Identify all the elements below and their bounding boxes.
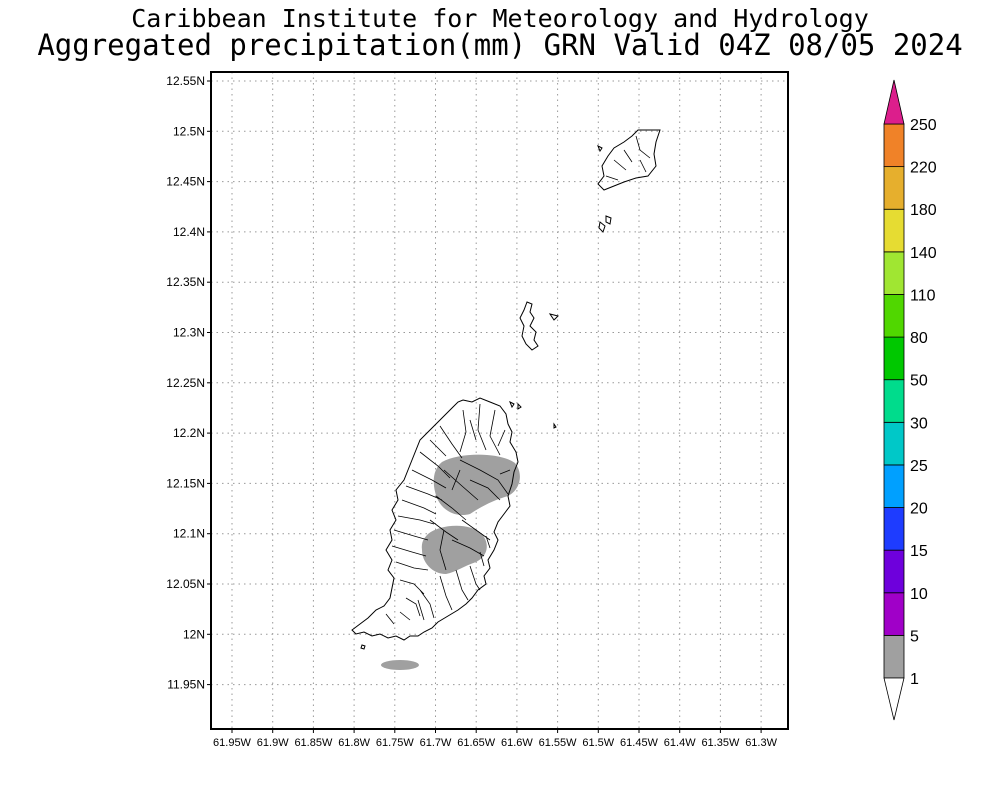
- lat-tick-label: 11.95N: [167, 678, 205, 692]
- lat-tick-label: 12.35N: [166, 275, 205, 289]
- lon-tick-label: 61.65W: [457, 737, 496, 749]
- colorbar-label: 180: [910, 202, 937, 219]
- lat-tick-label: 12.4N: [173, 225, 205, 239]
- carriacou-coastline: [519, 301, 559, 351]
- lon-tick-label: 61.45W: [620, 737, 659, 749]
- lat-tick-label: 12N: [183, 627, 205, 641]
- colorbar-segment: [883, 123, 905, 168]
- islet-southwest: [360, 644, 366, 650]
- watershed-lines: [385, 403, 511, 625]
- colorbar-segment: [883, 507, 905, 551]
- colorbar-segment: [883, 421, 905, 466]
- colorbar-min-arrow: [883, 677, 905, 721]
- colorbar-label: 20: [910, 501, 928, 518]
- colorbar-label: 50: [910, 373, 928, 390]
- lon-tick-label: 61.4W: [664, 737, 696, 749]
- lat-tick-label: 12.45N: [166, 175, 205, 189]
- precip-area-north: [433, 454, 520, 516]
- colorbar-label: 15: [910, 543, 928, 560]
- islet-east: [509, 400, 557, 429]
- colorbar-segment: [883, 336, 905, 381]
- colorbar-segment: [883, 464, 905, 508]
- lon-tick-label: 61.8W: [338, 737, 370, 749]
- product-title: Aggregated precipitation(mm) GRN Valid 0…: [37, 28, 963, 62]
- lat-tick-label: 12.55N: [166, 74, 205, 88]
- precipitation-shading: [381, 454, 520, 670]
- lon-tick-label: 61.7W: [420, 737, 452, 749]
- colorbar-segment: [883, 379, 905, 423]
- colorbar-label: 25: [910, 458, 928, 475]
- lat-tick-label: 12.3N: [173, 326, 205, 340]
- colorbar-label: 110: [910, 287, 936, 304]
- colorbar-label: 10: [910, 586, 928, 603]
- grenada-coastline: [351, 397, 519, 641]
- coastlines: [351, 129, 661, 650]
- lon-tick-label: 61.55W: [539, 737, 578, 749]
- colorbar-segment: [883, 208, 905, 253]
- lon-tick-label: 61.6W: [501, 737, 533, 749]
- colorbar-label: 1: [910, 671, 919, 688]
- lon-tick-label: 61.9W: [257, 737, 289, 749]
- colorbar-segment: [883, 549, 905, 594]
- lon-tick-label: 61.75W: [376, 737, 415, 749]
- lon-tick-label: 61.35W: [701, 737, 740, 749]
- colorbar-segment: [883, 634, 905, 679]
- lat-tick-label: 12.5N: [173, 124, 205, 138]
- map-background: [211, 72, 788, 729]
- northern-islands-coastline: [597, 129, 661, 233]
- lon-tick-label: 61.95W: [213, 737, 252, 749]
- lon-tick-label: 61.5W: [582, 737, 614, 749]
- colorbar-max-arrow: [883, 79, 905, 125]
- latitude-axis: 12.55N 12.5N 12.45N 12.4N 12.35N 12.3N 12.25N 1…: [166, 74, 211, 692]
- longitude-axis: 61.95W 61.9W 61.85W 61.8W 61.75W 61.7W 61.65W 6…: [213, 729, 778, 749]
- colorbar-label: 220: [910, 160, 937, 177]
- colorbar-segment: [883, 166, 905, 210]
- lon-tick-label: 61.85W: [294, 737, 333, 749]
- colorbar-label: 140: [910, 245, 937, 262]
- lat-tick-label: 12.15N: [166, 476, 205, 490]
- colorbar-label: 5: [910, 628, 919, 645]
- colorbar-segment: [883, 294, 905, 338]
- map-frame: [210, 71, 789, 730]
- lat-tick-label: 12.1N: [173, 527, 205, 541]
- colorbar-segment: [883, 251, 905, 295]
- lat-tick-label: 12.2N: [173, 426, 205, 440]
- northern-islands-boundaries: [605, 135, 651, 181]
- colorbar-label: 80: [910, 330, 928, 347]
- lat-tick-label: 12.05N: [166, 577, 205, 591]
- colorbar-label: 30: [910, 415, 928, 432]
- colorbar-label: 250: [910, 117, 937, 134]
- lat-tick-label: 12.25N: [166, 376, 205, 390]
- institution-title: Caribbean Institute for Meteorology and …: [131, 4, 869, 33]
- precip-area-south: [421, 525, 487, 574]
- colorbar-segment: [883, 592, 905, 636]
- lon-tick-label: 61.3W: [745, 737, 777, 749]
- precip-area-offshore: [381, 660, 419, 670]
